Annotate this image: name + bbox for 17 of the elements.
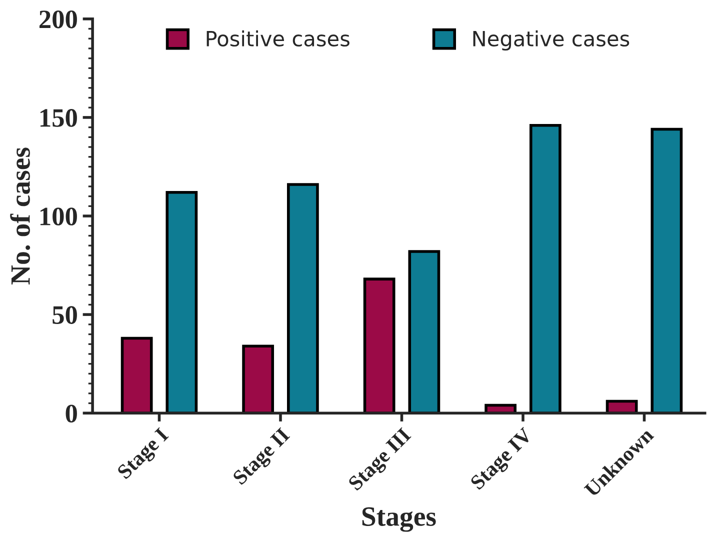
bar (408, 250, 440, 414)
bar (286, 183, 319, 414)
bar (166, 190, 198, 414)
bar (650, 128, 683, 414)
bar (363, 278, 396, 414)
y-tick-label: 200 (40, 10, 77, 28)
bar (120, 336, 153, 414)
legend-label: Positive cases (206, 30, 350, 47)
y-tick-label: 50 (52, 306, 77, 324)
y-tick-label: 100 (40, 208, 77, 226)
y-tick-label: 0 (66, 404, 77, 423)
legend-label: Negative cases (473, 30, 630, 51)
y-tick-label: 150 (40, 109, 77, 127)
bar (242, 344, 274, 414)
bar (529, 124, 562, 414)
y-axis-title: No. of cases (10, 148, 30, 285)
x-axis-title: Stages (362, 507, 436, 532)
